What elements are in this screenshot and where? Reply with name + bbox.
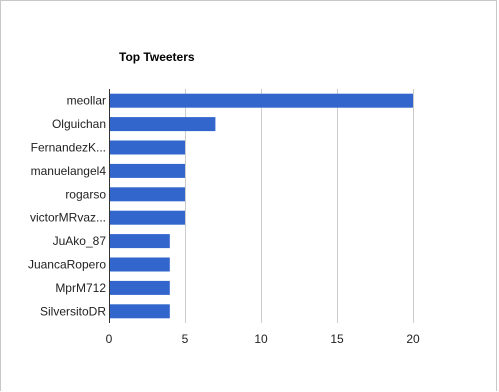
category-label: FernandezK... (31, 141, 106, 155)
bar-0 (109, 93, 413, 108)
bar-1 (109, 117, 216, 132)
category-label: MprM712 (55, 281, 106, 295)
bar-7 (109, 257, 170, 272)
bar-6 (109, 234, 170, 249)
category-label: JuancaRopero (28, 258, 106, 272)
chart-title: Top Tweeters (119, 50, 195, 64)
category-label: rogarso (65, 187, 106, 201)
bar-5 (109, 210, 185, 225)
x-tick-label: 20 (406, 332, 420, 346)
bars (109, 93, 413, 319)
category-label: victorMRvaz... (30, 211, 106, 225)
category-label: Olguichan (52, 117, 106, 131)
category-label: SilversitoDR (40, 304, 106, 318)
bar-3 (109, 163, 185, 178)
bar-8 (109, 280, 170, 295)
tick-labels: 0 5 10 15 20 (106, 332, 420, 346)
grid-lines (185, 89, 414, 323)
x-tick-label: 15 (330, 332, 344, 346)
category-labels: meollar Olguichan FernandezK... manuelangel… (28, 94, 106, 319)
x-tick-label: 10 (254, 332, 268, 346)
x-tick-label: 0 (106, 332, 113, 346)
bar-4 (109, 187, 185, 202)
x-tick-label: 5 (182, 332, 189, 346)
bar-9 (109, 304, 170, 319)
category-label: JuAko_87 (53, 234, 107, 248)
category-label: meollar (67, 94, 106, 108)
category-label: manuelangel4 (31, 164, 107, 178)
bar-2 (109, 140, 185, 155)
